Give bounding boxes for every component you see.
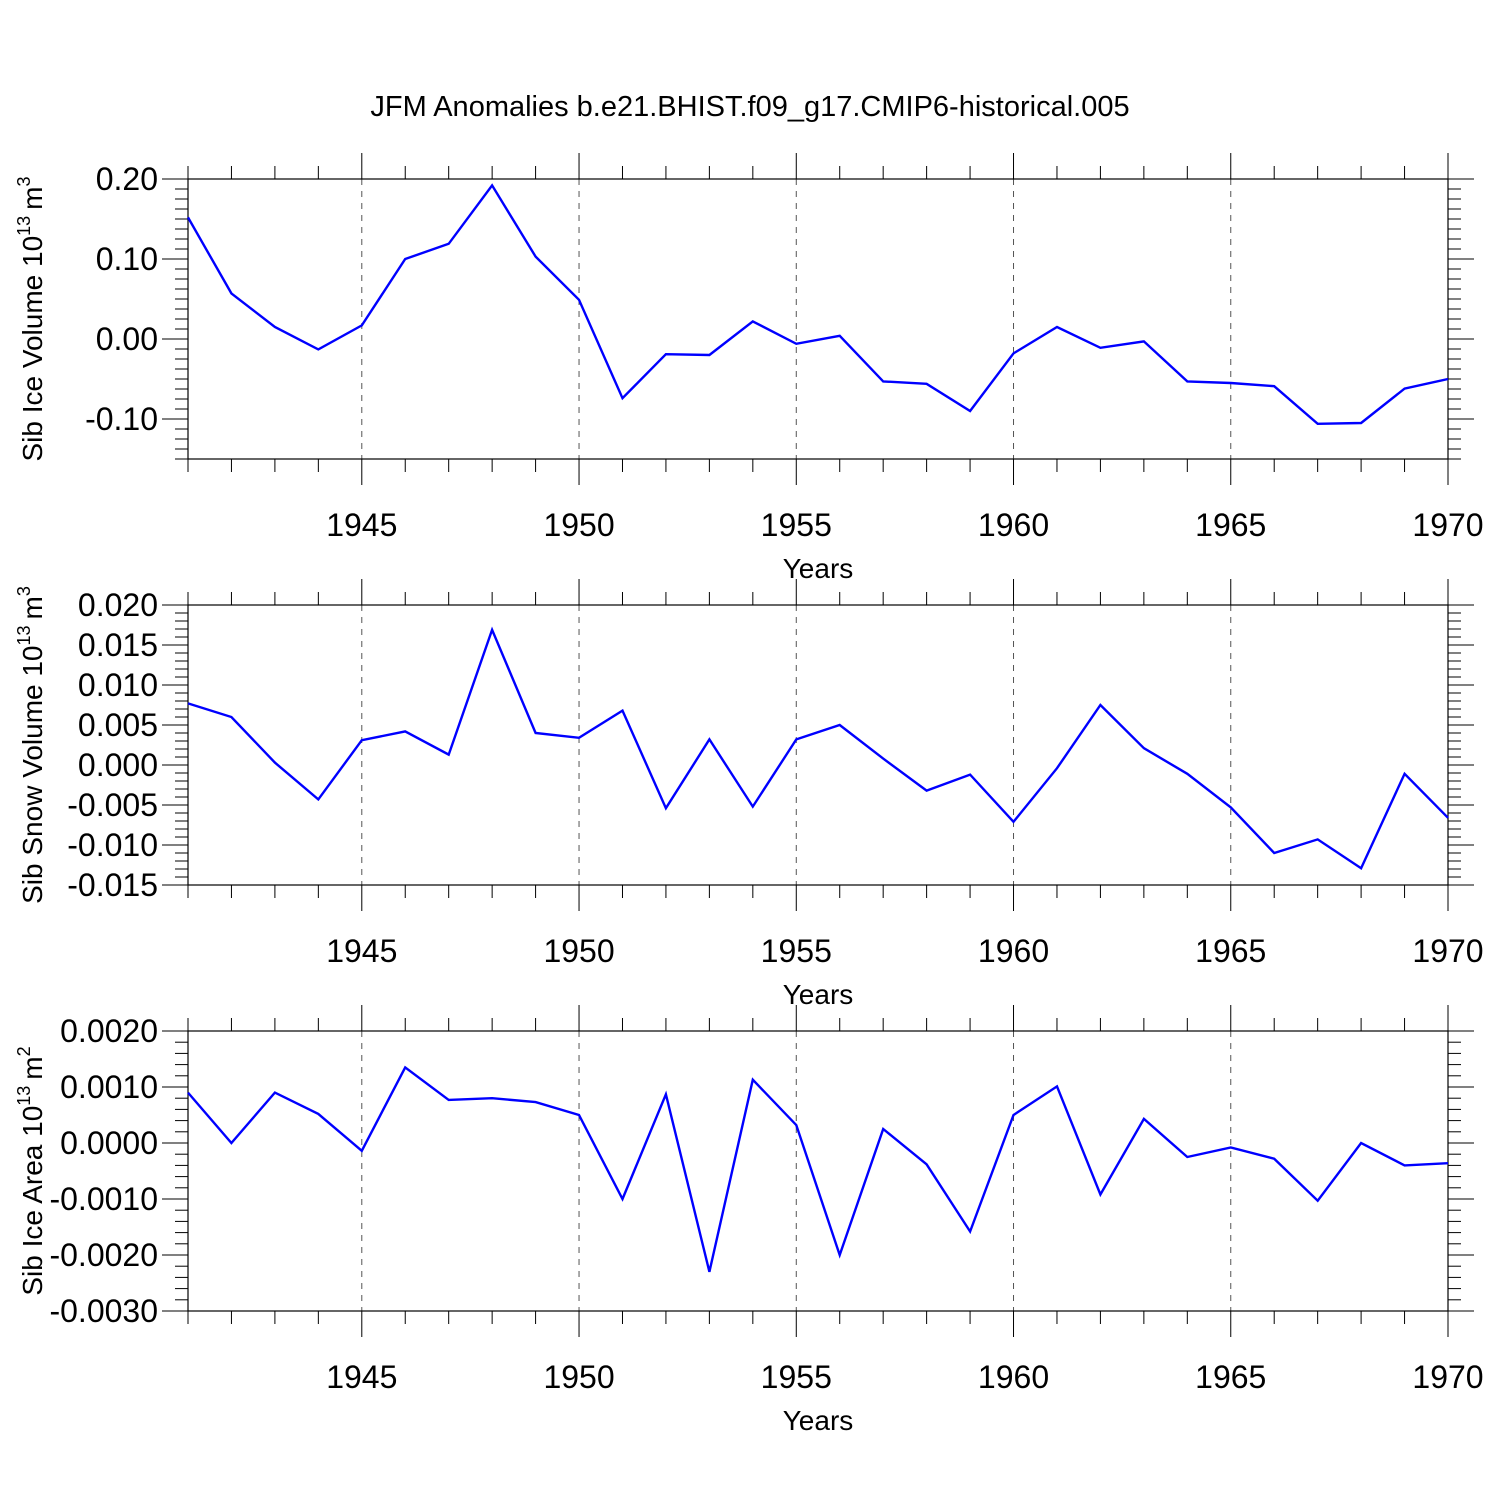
x-tick-label: 1970	[1412, 933, 1483, 969]
y-tick-label: 0.0020	[60, 1013, 158, 1049]
y-axis-label-unit: m	[17, 596, 48, 619]
y-axis-label-text: Sib Snow Volume 10	[17, 645, 48, 903]
chart-panels: -0.10 0.00 0.10 0.20 1945 1950 1955 1960 1965 197…	[14, 153, 1484, 1436]
y-tick-label: -0.0020	[49, 1237, 158, 1273]
y-tick-label: 0.20	[96, 161, 158, 197]
y-tick-label: 0.0000	[60, 1125, 158, 1161]
series-line	[187, 1065, 1449, 1273]
y-tick-label: -0.015	[67, 867, 158, 903]
y-axis-label-exponent: 13	[14, 1086, 34, 1106]
x-tick-label: 1960	[978, 1359, 1049, 1395]
chart-title: JFM Anomalies b.e21.BHIST.f09_g17.CMIP6-…	[370, 91, 1129, 123]
x-tick-label: 1965	[1195, 933, 1266, 969]
y-axis-label-text: Sib Ice Volume 10	[17, 236, 48, 462]
plot-frame	[187, 1030, 1449, 1312]
y-axis-label-unit: m	[17, 186, 48, 209]
x-tick-label: 1970	[1412, 1359, 1483, 1395]
y-axis-label-exponent: 13	[14, 216, 34, 236]
x-tick-label: 1950	[543, 933, 614, 969]
x-tick-label: 1965	[1195, 1359, 1266, 1395]
plot-frame	[187, 178, 1449, 460]
chart-panel-2: -0.015 -0.010 -0.005 0.000 0.005 0.010 0.015 0.…	[14, 579, 1484, 1010]
y-tick-label: -0.005	[67, 787, 158, 823]
x-axis-label: Years	[783, 553, 854, 584]
y-axis-label-unit-exponent: 2	[14, 1046, 34, 1056]
y-tick-label: 0.020	[78, 587, 158, 623]
y-tick-label: 0.0010	[60, 1069, 158, 1105]
series-line	[187, 626, 1449, 870]
y-tick-label: -0.0030	[49, 1293, 158, 1329]
y-axis-label-unit: m	[17, 1056, 48, 1079]
x-tick-label: 1955	[761, 507, 832, 543]
x-tick-label: 1965	[1195, 507, 1266, 543]
y-axis-label-unit-exponent: 3	[14, 586, 34, 596]
y-tick-label: 0.000	[78, 747, 158, 783]
y-tick-label: 0.010	[78, 667, 158, 703]
x-tick-label: 1945	[326, 933, 397, 969]
y-tick-label: -0.10	[85, 401, 158, 437]
y-axis-label: Sib Ice Volume 1013 m3	[14, 176, 48, 461]
plot-frame	[187, 604, 1449, 886]
x-tick-label: 1955	[761, 933, 832, 969]
x-axis-label: Years	[783, 979, 854, 1010]
y-axis-label-text: Sib Ice Area 10	[17, 1106, 48, 1296]
y-tick-label: 0.10	[96, 241, 158, 277]
x-tick-label: 1945	[326, 507, 397, 543]
x-tick-label: 1955	[761, 1359, 832, 1395]
y-tick-label: 0.015	[78, 627, 158, 663]
y-tick-label: 0.005	[78, 707, 158, 743]
chart-panel-3: -0.0030 -0.0020 -0.0010 0.0000 0.0010 0.0020 1…	[14, 1005, 1484, 1436]
y-axis-label: Sib Snow Volume 1013 m3	[14, 586, 48, 904]
x-tick-label: 1960	[978, 507, 1049, 543]
y-axis-label: Sib Ice Area 1013 m2	[14, 1046, 48, 1295]
x-tick-label: 1950	[543, 507, 614, 543]
series-line	[186, 183, 1449, 426]
x-tick-label: 1970	[1412, 507, 1483, 543]
x-tick-label: 1945	[326, 1359, 397, 1395]
y-tick-label: -0.0010	[49, 1181, 158, 1217]
y-tick-label: -0.010	[67, 827, 158, 863]
y-tick-label: 0.00	[96, 321, 158, 357]
y-axis-label-exponent: 13	[14, 625, 34, 645]
chart-panel-1: -0.10 0.00 0.10 0.20 1945 1950 1955 1960 1965 197…	[14, 153, 1484, 584]
x-axis-label: Years	[783, 1405, 854, 1436]
x-tick-label: 1950	[543, 1359, 614, 1395]
x-tick-label: 1960	[978, 933, 1049, 969]
y-axis-label-unit-exponent: 3	[14, 176, 34, 186]
